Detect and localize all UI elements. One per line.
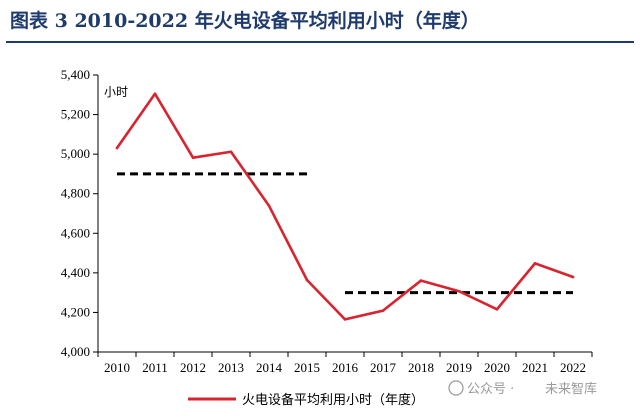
data-point bbox=[571, 275, 575, 279]
data-point bbox=[533, 262, 537, 265]
x-tick-label: 2022 bbox=[560, 360, 586, 375]
x-tick-label: 2019 bbox=[446, 360, 472, 375]
legend-label: 火电设备平均利用小时（年度） bbox=[242, 392, 424, 408]
y-tick-label: 4,600 bbox=[61, 225, 90, 240]
title-underline bbox=[6, 41, 634, 43]
watermark: 公众号 · 未来智库 bbox=[448, 380, 597, 397]
reference-lines bbox=[117, 172, 573, 295]
y-unit-label: 小时 bbox=[104, 85, 128, 99]
x-tick-label: 2011 bbox=[142, 360, 168, 375]
data-point bbox=[457, 289, 461, 293]
data-point bbox=[305, 278, 309, 282]
y-tick-label: 4,000 bbox=[61, 344, 90, 359]
data-point bbox=[229, 150, 233, 154]
series-line bbox=[115, 92, 575, 321]
x-tick-label: 2018 bbox=[408, 360, 434, 375]
chart-ticks: 4,000 4,200 4,400 4,600 4,800 5,000 5,200 5,400… bbox=[61, 67, 593, 375]
data-point bbox=[115, 146, 119, 150]
x-tick-label: 2016 bbox=[332, 360, 359, 375]
x-tick-label: 2021 bbox=[522, 360, 548, 375]
x-tick-label: 2010 bbox=[104, 360, 130, 375]
chart-title: 图表 3 2010-2022 年火电设备平均利用小时（年度） bbox=[10, 10, 480, 32]
y-tick-label: 4,200 bbox=[61, 304, 90, 319]
x-tick-label: 2014 bbox=[256, 360, 283, 375]
y-tick-label: 4,800 bbox=[61, 186, 90, 201]
watermark-prefix: 公众号 · bbox=[467, 382, 514, 397]
x-tick-label: 2020 bbox=[484, 360, 510, 375]
data-point bbox=[381, 309, 385, 312]
data-point bbox=[495, 307, 499, 311]
data-point bbox=[267, 204, 271, 208]
y-tick-label: 4,400 bbox=[61, 265, 90, 280]
chart-axes bbox=[97, 75, 592, 353]
watermark-name: 未来智库 bbox=[545, 381, 597, 397]
x-tick-label: 2012 bbox=[180, 360, 206, 375]
data-point bbox=[153, 92, 157, 96]
y-tick-label: 5,200 bbox=[61, 107, 90, 122]
wechat-icon bbox=[448, 380, 464, 396]
x-tick-label: 2015 bbox=[294, 360, 320, 375]
data-point bbox=[419, 279, 423, 282]
x-tick-label: 2017 bbox=[370, 360, 397, 375]
data-point bbox=[343, 318, 347, 321]
series-group bbox=[115, 92, 575, 321]
y-tick-label: 5,000 bbox=[61, 146, 90, 161]
legend: 火电设备平均利用小时（年度） bbox=[188, 392, 424, 408]
y-tick-label: 5,400 bbox=[61, 67, 90, 82]
data-point bbox=[191, 156, 195, 160]
x-tick-label: 2013 bbox=[218, 360, 244, 375]
